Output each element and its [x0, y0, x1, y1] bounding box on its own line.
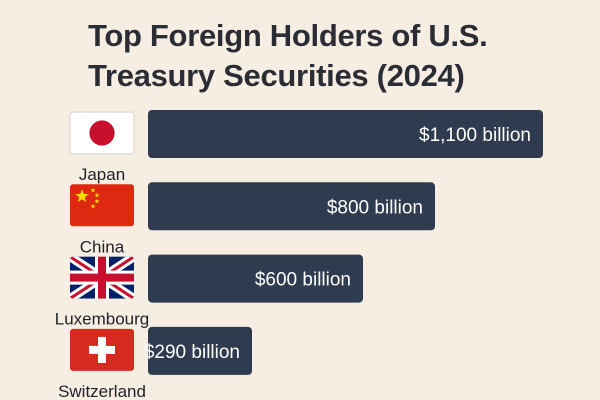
- flag-star: [90, 187, 96, 193]
- flag-union: [70, 256, 134, 299]
- flag-field: [70, 184, 134, 227]
- bar-china: [148, 182, 435, 231]
- flag-star: [94, 192, 100, 198]
- flag-star: [94, 198, 100, 204]
- chart-title-line-1: Top Foreign Holders of U.S.: [88, 18, 488, 53]
- bar-value-label: $600 billion: [255, 270, 351, 291]
- bar-value-label: $290 billion: [144, 342, 240, 363]
- category-label-luxembourg: Luxembourg: [55, 310, 150, 329]
- bar-switzerland: [148, 326, 252, 375]
- category-label-japan: Japan: [79, 165, 125, 184]
- flag-sun: [89, 120, 115, 146]
- flag-star: [90, 203, 96, 209]
- chart-title: Top Foreign Holders of U.S. Treasury Sec…: [88, 16, 588, 96]
- flag-cross-horizontal: [89, 345, 115, 354]
- bar-luxembourg: [148, 254, 363, 303]
- bar-value-label: $1,100 billion: [419, 125, 531, 146]
- bar-japan: [148, 110, 543, 158]
- category-label-china: China: [80, 237, 125, 256]
- switzerland-flag-icon: [70, 328, 134, 371]
- uk-flag-icon: [70, 256, 134, 299]
- japan-flag-icon: [69, 111, 135, 155]
- china-flag-icon: [70, 184, 134, 227]
- chart-title-line-2: Treasury Securities (2024): [88, 58, 465, 93]
- category-label-switzerland: Switzerland: [58, 382, 146, 400]
- flag-star: [75, 189, 89, 202]
- bar-value-label: $800 billion: [327, 197, 423, 218]
